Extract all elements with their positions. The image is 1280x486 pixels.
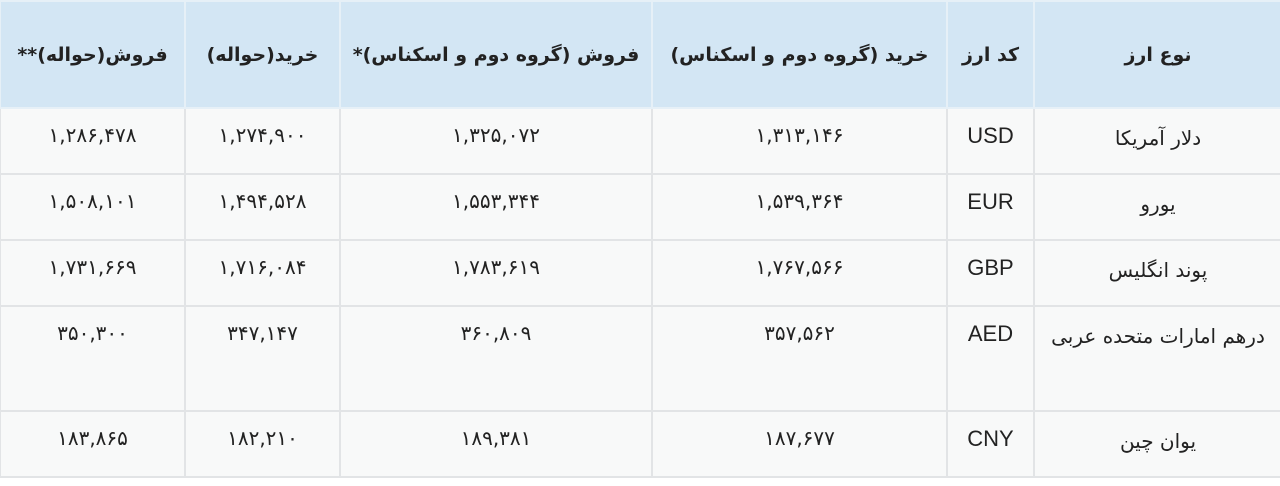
table-row: پوند انگلیس GBP ۱,۷۶۷,۵۶۶ ۱,۷۸۳,۶۱۹ ۱,۷۱۶,۰۸… [0, 239, 1280, 307]
table-row: یوان چین CNY ۱۸۷,۶۷۷ ۱۸۹,۳۸۱ ۱۸۲,۲۱۰ ۱۸۳,۸۶۵ [0, 410, 1280, 478]
buy-cash-cell: ۱,۳۱۳,۱۴۶ [651, 107, 948, 175]
buy-cash-cell: ۱,۷۶۷,۵۶۶ [651, 239, 948, 307]
table-header-row: نوع ارز کد ارز خرید (گروه دوم و اسکناس) … [0, 0, 1280, 109]
buy-remittance-cell: ۳۴۷,۱۴۷ [184, 305, 341, 412]
sell-cash-cell: ۱,۷۸۳,۶۱۹ [339, 239, 653, 307]
buy-cash-cell: ۳۵۷,۵۶۲ [651, 305, 948, 412]
sell-cash-cell: ۱,۵۵۳,۳۴۴ [339, 173, 653, 241]
buy-remittance-cell: ۱,۲۷۴,۹۰۰ [184, 107, 341, 175]
buy-cash-cell: ۱۸۷,۶۷۷ [651, 410, 948, 478]
header-sell-cash: فروش (گروه دوم و اسکناس)* [339, 0, 653, 109]
currency-code-cell: AED [946, 305, 1035, 412]
currency-name-cell: یوان چین [1033, 410, 1280, 478]
table-row: یورو EUR ۱,۵۳۹,۳۶۴ ۱,۵۵۳,۳۴۴ ۱,۴۹۴,۵۲۸ ۱,۵۰۸,… [0, 173, 1280, 241]
currency-name-cell: یورو [1033, 173, 1280, 241]
currency-code-cell: EUR [946, 173, 1035, 241]
currency-code-cell: USD [946, 107, 1035, 175]
table-row: دلار آمریکا USD ۱,۳۱۳,۱۴۶ ۱,۳۲۵,۰۷۲ ۱,۲۷۴,۹۰… [0, 107, 1280, 175]
sell-remittance-cell: ۱۸۳,۸۶۵ [0, 410, 186, 478]
sell-cash-cell: ۱,۳۲۵,۰۷۲ [339, 107, 653, 175]
sell-remittance-cell: ۳۵۰,۳۰۰ [0, 305, 186, 412]
buy-remittance-cell: ۱۸۲,۲۱۰ [184, 410, 341, 478]
header-buy-remittance: خرید(حواله) [184, 0, 341, 109]
currency-name-cell: درهم امارات متحده عربی [1033, 305, 1280, 412]
sell-cash-cell: ۱۸۹,۳۸۱ [339, 410, 653, 478]
header-buy-cash: خرید (گروه دوم و اسکناس) [651, 0, 948, 109]
sell-remittance-cell: ۱,۵۰۸,۱۰۱ [0, 173, 186, 241]
table-row: درهم امارات متحده عربی AED ۳۵۷,۵۶۲ ۳۶۰,۸۰۹ ۳… [0, 305, 1280, 412]
sell-cash-cell: ۳۶۰,۸۰۹ [339, 305, 653, 412]
sell-remittance-cell: ۱,۲۸۶,۴۷۸ [0, 107, 186, 175]
header-currency-code: کد ارز [946, 0, 1035, 109]
header-sell-remittance: فروش(حواله)** [0, 0, 186, 109]
header-currency-type: نوع ارز [1033, 0, 1280, 109]
currency-code-cell: GBP [946, 239, 1035, 307]
buy-remittance-cell: ۱,۴۹۴,۵۲۸ [184, 173, 341, 241]
buy-remittance-cell: ۱,۷۱۶,۰۸۴ [184, 239, 341, 307]
currency-code-cell: CNY [946, 410, 1035, 478]
currency-name-cell: دلار آمریکا [1033, 107, 1280, 175]
buy-cash-cell: ۱,۵۳۹,۳۶۴ [651, 173, 948, 241]
currency-name-cell: پوند انگلیس [1033, 239, 1280, 307]
sell-remittance-cell: ۱,۷۳۱,۶۶۹ [0, 239, 186, 307]
